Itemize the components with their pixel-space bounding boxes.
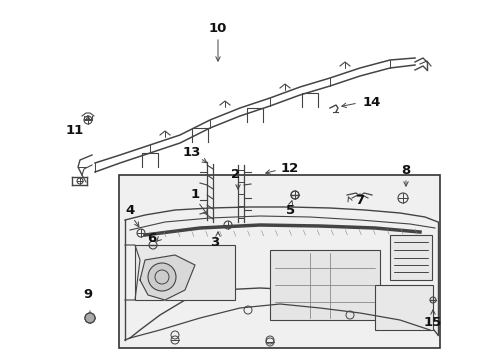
Text: 2: 2 [231,168,240,181]
Text: 3: 3 [210,237,219,249]
Text: 11: 11 [66,123,84,136]
Text: 8: 8 [401,163,410,176]
Text: 1: 1 [190,189,199,202]
Text: 12: 12 [280,162,299,175]
Text: 10: 10 [208,22,227,35]
Polygon shape [140,255,195,300]
Text: 9: 9 [83,288,92,302]
Text: 7: 7 [355,194,364,207]
Ellipse shape [85,313,95,323]
Bar [135,245,235,300]
Bar [374,285,432,330]
Text: 6: 6 [147,231,156,244]
Text: 4: 4 [125,203,134,216]
Text: 13: 13 [183,145,201,158]
Bar [389,235,431,280]
Text: 5: 5 [286,204,295,217]
Text: 15: 15 [423,315,441,328]
Bar [119,175,439,348]
Text: 14: 14 [362,96,381,109]
Bar [269,250,379,320]
Ellipse shape [148,263,176,291]
